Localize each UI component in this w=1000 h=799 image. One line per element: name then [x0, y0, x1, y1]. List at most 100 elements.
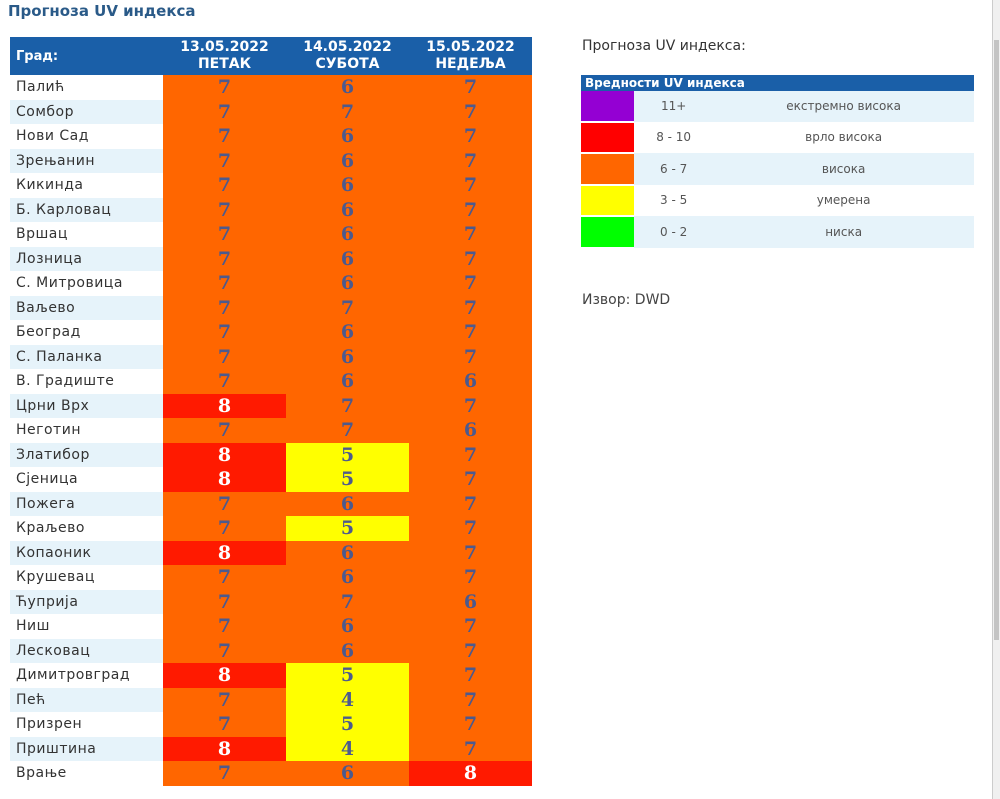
uv-value-cell: 7 — [163, 75, 286, 100]
legend-label: екстремно висока — [713, 91, 974, 122]
uv-value-cell: 6 — [286, 173, 409, 198]
uv-value-cell: 6 — [286, 761, 409, 786]
uv-value-cell: 7 — [163, 271, 286, 296]
uv-value-cell: 6 — [286, 344, 409, 369]
uv-value-cell: 4 — [286, 736, 409, 761]
uv-value-cell: 8 — [163, 467, 286, 492]
legend-item: 6 - 7 висока — [581, 153, 974, 186]
table-row: Призрен 7 5 7 — [10, 712, 532, 737]
city-name: Ниш — [16, 618, 50, 635]
day-date: 14.05.2022 — [303, 39, 392, 55]
uv-value-cell: 7 — [409, 393, 532, 418]
uv-value-cell: 6 — [286, 246, 409, 271]
uv-value-cell: 7 — [409, 736, 532, 761]
color-swatch — [581, 184, 634, 217]
uv-value-cell: 6 — [286, 369, 409, 394]
table-row: С. Митровица 7 6 7 — [10, 271, 532, 296]
city-name: Вршац — [16, 226, 68, 243]
uv-value-cell: 7 — [409, 246, 532, 271]
uv-value-cell: 6 — [286, 638, 409, 663]
uv-value-cell: 7 — [163, 589, 286, 614]
city-name: Ваљево — [10, 295, 163, 320]
city-name: Пећ — [10, 687, 163, 712]
table-row: Врање 7 6 8 — [10, 761, 532, 786]
uv-value-cell: 7 — [286, 99, 409, 124]
city-name: С. Митровица — [16, 275, 123, 292]
uv-value-cell: 6 — [286, 197, 409, 222]
color-swatch — [581, 153, 634, 186]
uv-value-cell: 7 — [163, 124, 286, 149]
legend-label: врло висока — [805, 130, 883, 145]
uv-value-cell: 8 — [163, 442, 286, 467]
uv-value-cell: 7 — [409, 565, 532, 590]
table-row: Црни Врх 8 7 7 — [10, 393, 532, 418]
uv-value-cell: 6 — [286, 491, 409, 516]
city-name: Ћуприја — [10, 589, 163, 614]
uv-value-cell: 7 — [286, 589, 409, 614]
day-name: ПЕТАК — [197, 56, 252, 72]
uv-value-cell: 7 — [409, 516, 532, 541]
color-swatch — [581, 91, 634, 123]
color-swatch — [581, 121, 634, 154]
uv-value-cell: 7 — [409, 295, 532, 320]
uv-value-cell: 6 — [409, 369, 532, 394]
scrollbar-thumb[interactable] — [994, 40, 999, 640]
scrollbar[interactable] — [992, 0, 1000, 799]
city-name: Лозница — [10, 246, 163, 271]
uv-value-cell: 8 — [163, 663, 286, 688]
table-row: Б. Карловац 7 6 7 — [10, 197, 532, 222]
city-name: Златибор — [10, 442, 163, 467]
table-row: В. Градиште 7 6 6 — [10, 369, 532, 394]
table-row: Зрењанин 7 6 7 — [10, 148, 532, 173]
uv-value-cell: 5 — [286, 663, 409, 688]
uv-forecast-table: Град: 13.05.2022 ПЕТАК 14.05.2022 СУБОТА 1… — [10, 37, 532, 786]
uv-value-cell: 6 — [286, 320, 409, 345]
uv-value-cell: 7 — [163, 148, 286, 173]
uv-value-cell: 7 — [163, 295, 286, 320]
uv-value-cell: 7 — [409, 148, 532, 173]
table-row: Сомбор 7 7 7 — [10, 99, 532, 124]
uv-value-cell: 6 — [286, 271, 409, 296]
city-name: Београд — [16, 324, 81, 341]
uv-value-cell: 8 — [163, 540, 286, 565]
table-row: Пожега 7 6 7 — [10, 491, 532, 516]
uv-value-cell: 5 — [286, 516, 409, 541]
uv-value-cell: 7 — [409, 491, 532, 516]
day-header: 13.05.2022 ПЕТАК — [163, 37, 286, 75]
uv-value-cell: 6 — [286, 614, 409, 639]
city-name: Пожега — [10, 491, 163, 516]
uv-value-cell: 7 — [163, 246, 286, 271]
legend-header: Вредности UV индекса — [581, 75, 974, 91]
table-row: С. Паланка 7 6 7 — [10, 344, 532, 369]
table-row: Неготин 7 7 6 — [10, 418, 532, 443]
day-date: 15.05.2022 — [426, 39, 515, 55]
legend-range: 6 - 7 — [634, 153, 714, 185]
legend-label: умерена — [816, 193, 871, 208]
uv-value-cell: 7 — [409, 173, 532, 198]
uv-value-cell: 7 — [163, 222, 286, 247]
city-name: Б. Карловац — [10, 197, 163, 222]
table-row: Лесковац 7 6 7 — [10, 638, 532, 663]
city-name: С. Паланка — [10, 344, 163, 369]
table-row: Краљево 7 5 7 — [10, 516, 532, 541]
uv-value-cell: 7 — [163, 197, 286, 222]
uv-value-cell: 8 — [163, 393, 286, 418]
uv-value-cell: 7 — [409, 197, 532, 222]
uv-value-cell: 7 — [163, 638, 286, 663]
table-row: Ћуприја 7 7 6 — [10, 589, 532, 614]
city-name: Зрењанин — [10, 148, 163, 173]
table-row: Приштина 8 4 7 — [10, 736, 532, 761]
uv-value-cell: 7 — [163, 369, 286, 394]
city-name: Крушевац — [16, 569, 95, 586]
city-name: Краљево — [16, 520, 85, 537]
uv-value-cell: 7 — [163, 418, 286, 443]
page-title: Прогноза UV индекса — [8, 2, 196, 20]
uv-value-cell: 7 — [409, 75, 532, 100]
city-name: Призрен — [16, 716, 83, 733]
table-row: Београд 7 6 7 — [10, 320, 532, 345]
uv-value-cell: 7 — [409, 614, 532, 639]
legend-range: 3 - 5 — [660, 193, 688, 208]
table-header: Град: 13.05.2022 ПЕТАК 14.05.2022 СУБОТА 1… — [10, 37, 532, 75]
uv-value-cell: 7 — [163, 516, 286, 541]
city-name: Црни Врх — [10, 393, 163, 418]
